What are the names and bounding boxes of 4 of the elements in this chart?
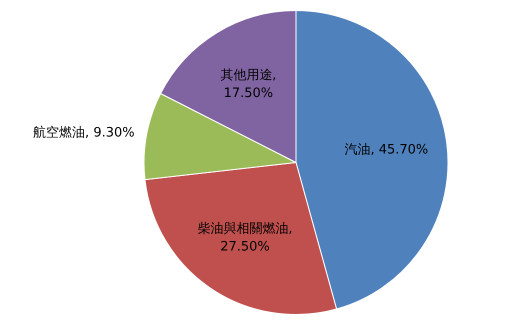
slice-label: 汽油, 45.70% bbox=[344, 142, 428, 158]
slice-label: 柴油與相關燃油, 27.50% bbox=[197, 221, 293, 254]
slice-label: 其他用途, 17.50% bbox=[220, 68, 276, 102]
slice-label: 航空燃油, 9.30% bbox=[33, 126, 135, 141]
